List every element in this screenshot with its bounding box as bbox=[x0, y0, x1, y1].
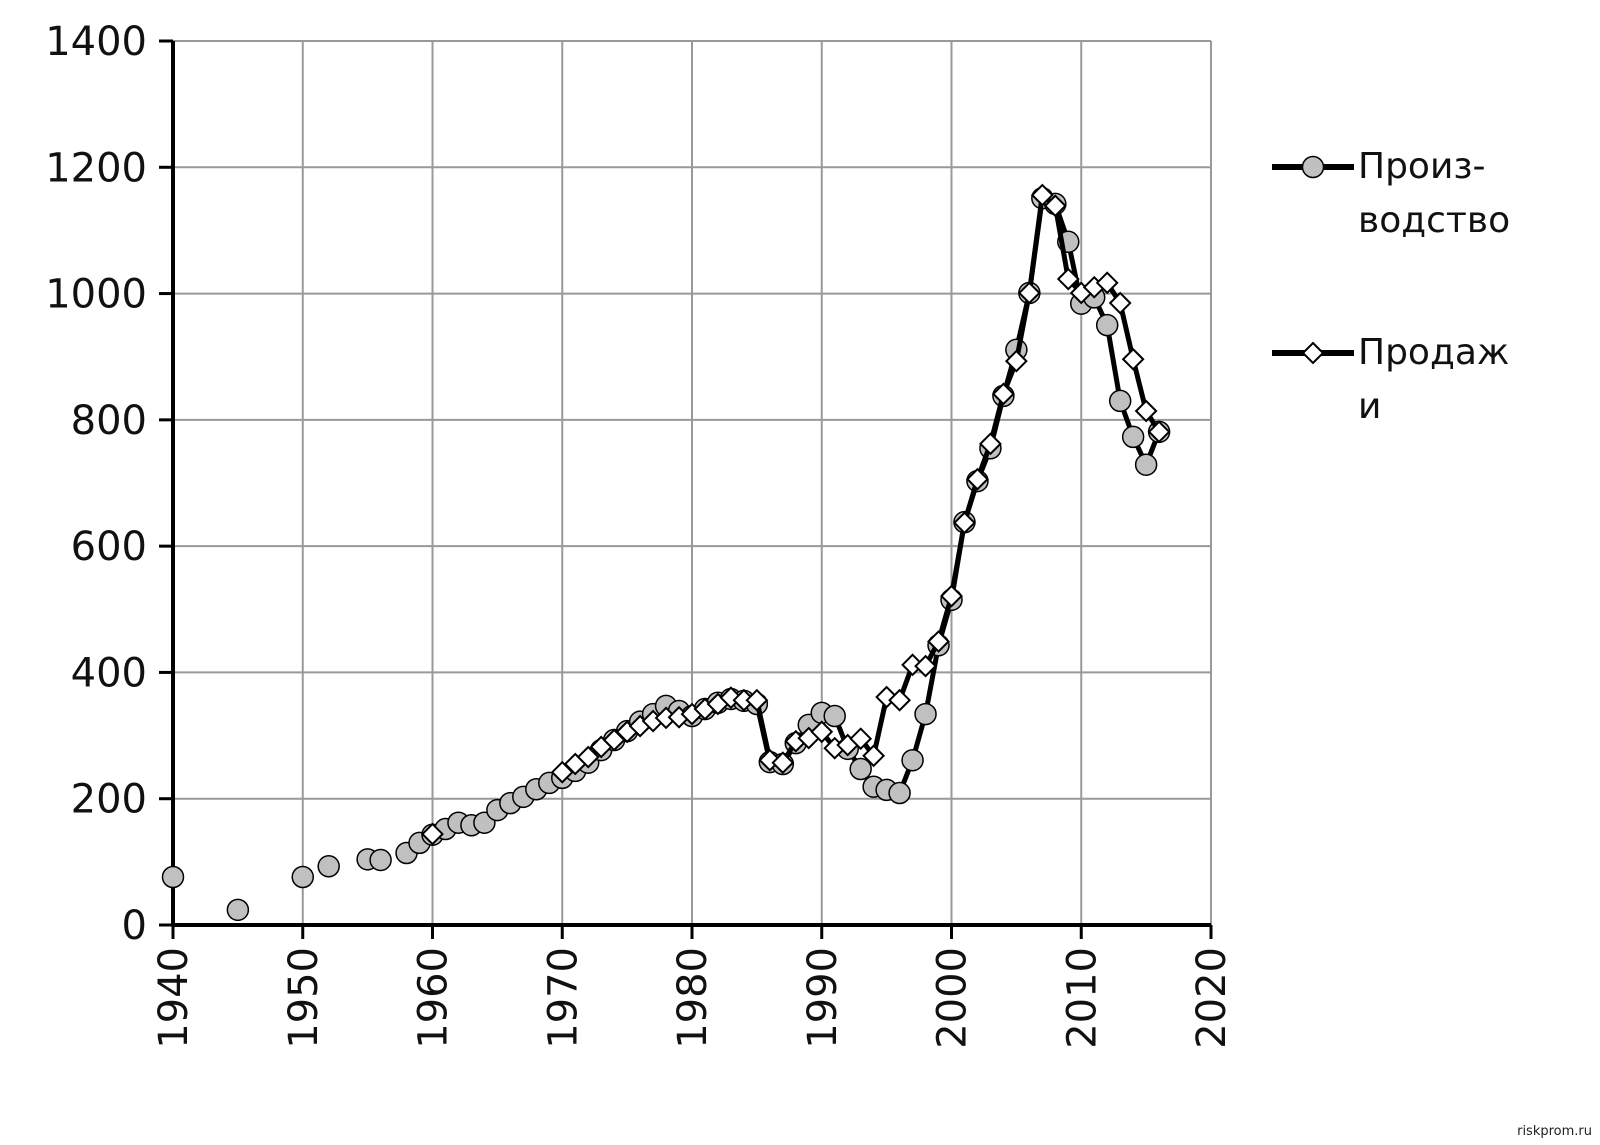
data-point bbox=[226, 898, 250, 922]
data-point bbox=[1056, 267, 1080, 291]
data-point bbox=[1134, 453, 1158, 476]
data-point bbox=[914, 702, 937, 726]
data-point bbox=[953, 511, 976, 535]
legend-item: Продажи bbox=[1268, 326, 1523, 434]
data-point bbox=[888, 781, 911, 805]
data-point bbox=[421, 822, 444, 846]
x-tick-label: 1950 bbox=[281, 947, 327, 1049]
data-point bbox=[161, 865, 185, 889]
data-point bbox=[1121, 347, 1145, 371]
data-point bbox=[369, 848, 392, 872]
data-point bbox=[771, 751, 795, 775]
data-point bbox=[719, 686, 743, 710]
data-point bbox=[1121, 425, 1145, 449]
data-point bbox=[862, 744, 886, 768]
data-point bbox=[291, 865, 314, 889]
data-point bbox=[823, 704, 846, 728]
y-tick-label: 600 bbox=[71, 524, 147, 570]
legend-item: Произ-водство bbox=[1268, 140, 1523, 248]
legend-label: Продажи bbox=[1358, 332, 1510, 427]
y-tick-label: 1200 bbox=[45, 145, 147, 191]
y-tick-label: 800 bbox=[71, 398, 147, 444]
y-tick-label: 1400 bbox=[45, 19, 147, 65]
x-tick-label: 2000 bbox=[930, 947, 976, 1049]
data-point bbox=[1030, 183, 1054, 207]
x-tick-label: 2010 bbox=[1059, 947, 1105, 1049]
x-tick-label: 1960 bbox=[411, 947, 457, 1049]
y-tick-label: 400 bbox=[71, 650, 147, 696]
data-point bbox=[1095, 271, 1119, 295]
legend-key bbox=[1272, 341, 1354, 365]
x-tick-label: 1940 bbox=[151, 947, 197, 1049]
data-point bbox=[1043, 194, 1067, 218]
y-tick-label: 200 bbox=[71, 777, 147, 823]
y-tick-label: 0 bbox=[122, 903, 147, 949]
data-point bbox=[888, 688, 912, 712]
data-point bbox=[1134, 399, 1158, 423]
data-point bbox=[940, 584, 963, 608]
x-tick-label: 1990 bbox=[800, 947, 846, 1049]
legend-marker bbox=[1301, 155, 1325, 179]
data-point bbox=[979, 432, 1002, 456]
x-tick-label: 1970 bbox=[540, 947, 586, 1049]
data-point bbox=[1095, 313, 1119, 337]
data-point bbox=[914, 654, 937, 678]
data-point bbox=[1108, 291, 1132, 315]
data-point bbox=[966, 467, 989, 491]
legend-marker bbox=[1301, 341, 1325, 365]
data-point bbox=[1108, 389, 1132, 413]
x-tick-label: 1980 bbox=[670, 947, 716, 1049]
legend-label: Произ-водство bbox=[1358, 146, 1511, 241]
data-point bbox=[849, 727, 873, 751]
data-point bbox=[317, 855, 340, 878]
data-point bbox=[849, 757, 872, 781]
data-point bbox=[901, 748, 924, 772]
data-point bbox=[991, 382, 1015, 406]
data-point bbox=[810, 720, 834, 744]
watermark: riskprom.ru bbox=[1517, 1124, 1592, 1139]
legend-key bbox=[1272, 155, 1354, 179]
data-point bbox=[1004, 349, 1028, 373]
y-tick-label: 1000 bbox=[45, 272, 147, 318]
data-point bbox=[1147, 420, 1171, 444]
data-point bbox=[745, 688, 769, 712]
data-point bbox=[576, 745, 600, 769]
data-point bbox=[1017, 281, 1041, 305]
x-tick-label: 2020 bbox=[1189, 947, 1235, 1049]
data-point bbox=[927, 630, 950, 653]
